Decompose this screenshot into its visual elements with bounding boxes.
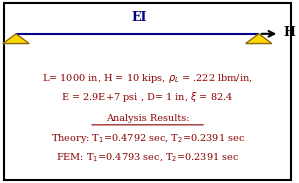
Text: E = 2.9E+7 psi , D= 1 in, $\xi$ = 82.4: E = 2.9E+7 psi , D= 1 in, $\xi$ = 82.4	[62, 90, 234, 104]
Text: Theory: T$_1$=0.4792 sec, T$_2$=0.2391 sec: Theory: T$_1$=0.4792 sec, T$_2$=0.2391 s…	[51, 132, 245, 145]
Text: H: H	[284, 26, 295, 39]
Text: EI: EI	[131, 11, 147, 24]
Text: Analysis Results:: Analysis Results:	[106, 114, 189, 123]
Text: L= 1000 in, H = 10 kips, $\rho_L$ = .222 lbm/in,: L= 1000 in, H = 10 kips, $\rho_L$ = .222…	[42, 72, 253, 85]
Polygon shape	[3, 34, 29, 44]
Polygon shape	[245, 34, 272, 44]
FancyBboxPatch shape	[4, 3, 291, 180]
Text: FEM: T$_1$=0.4793 sec, T$_2$=0.2391 sec: FEM: T$_1$=0.4793 sec, T$_2$=0.2391 sec	[56, 152, 239, 165]
